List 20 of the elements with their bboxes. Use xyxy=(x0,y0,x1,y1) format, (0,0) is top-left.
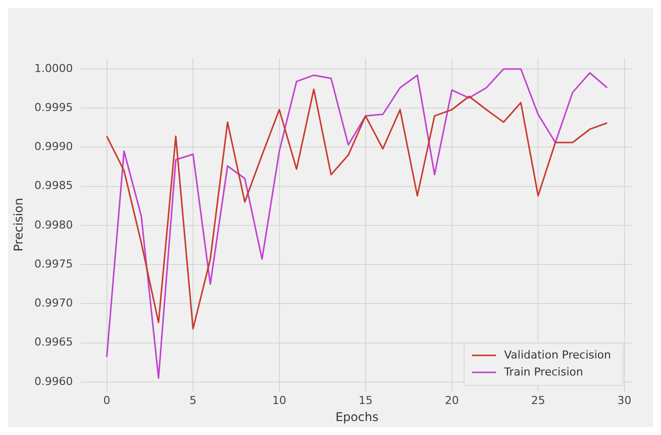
x-tick-label: 20 xyxy=(444,394,459,407)
x-tick-label: 25 xyxy=(531,394,546,407)
x-tick-label: 0 xyxy=(103,394,110,407)
legend-label: Train Precision xyxy=(503,365,584,378)
x-tick-label: 10 xyxy=(272,394,286,407)
y-tick-label: 0.9995 xyxy=(34,100,73,114)
y-tick-label: 0.9990 xyxy=(34,140,73,154)
x-tick-label: 30 xyxy=(617,394,632,407)
x-axis-title: Epochs xyxy=(335,410,378,424)
y-tick-label: 0.9980 xyxy=(34,218,73,232)
y-tick-label: 0.9960 xyxy=(34,374,73,388)
y-tick-label: 1.0000 xyxy=(34,62,73,75)
y-tick-label: 0.9985 xyxy=(34,179,73,192)
y-axis-title: Precision xyxy=(11,198,26,252)
y-tick-label: 0.9975 xyxy=(34,257,73,270)
y-tick-label: 0.9965 xyxy=(34,336,73,349)
x-tick-label: 5 xyxy=(190,394,197,407)
legend-label: Validation Precision xyxy=(504,348,612,362)
y-tick-label: 0.9970 xyxy=(34,296,73,310)
x-tick-label: 15 xyxy=(358,394,373,407)
